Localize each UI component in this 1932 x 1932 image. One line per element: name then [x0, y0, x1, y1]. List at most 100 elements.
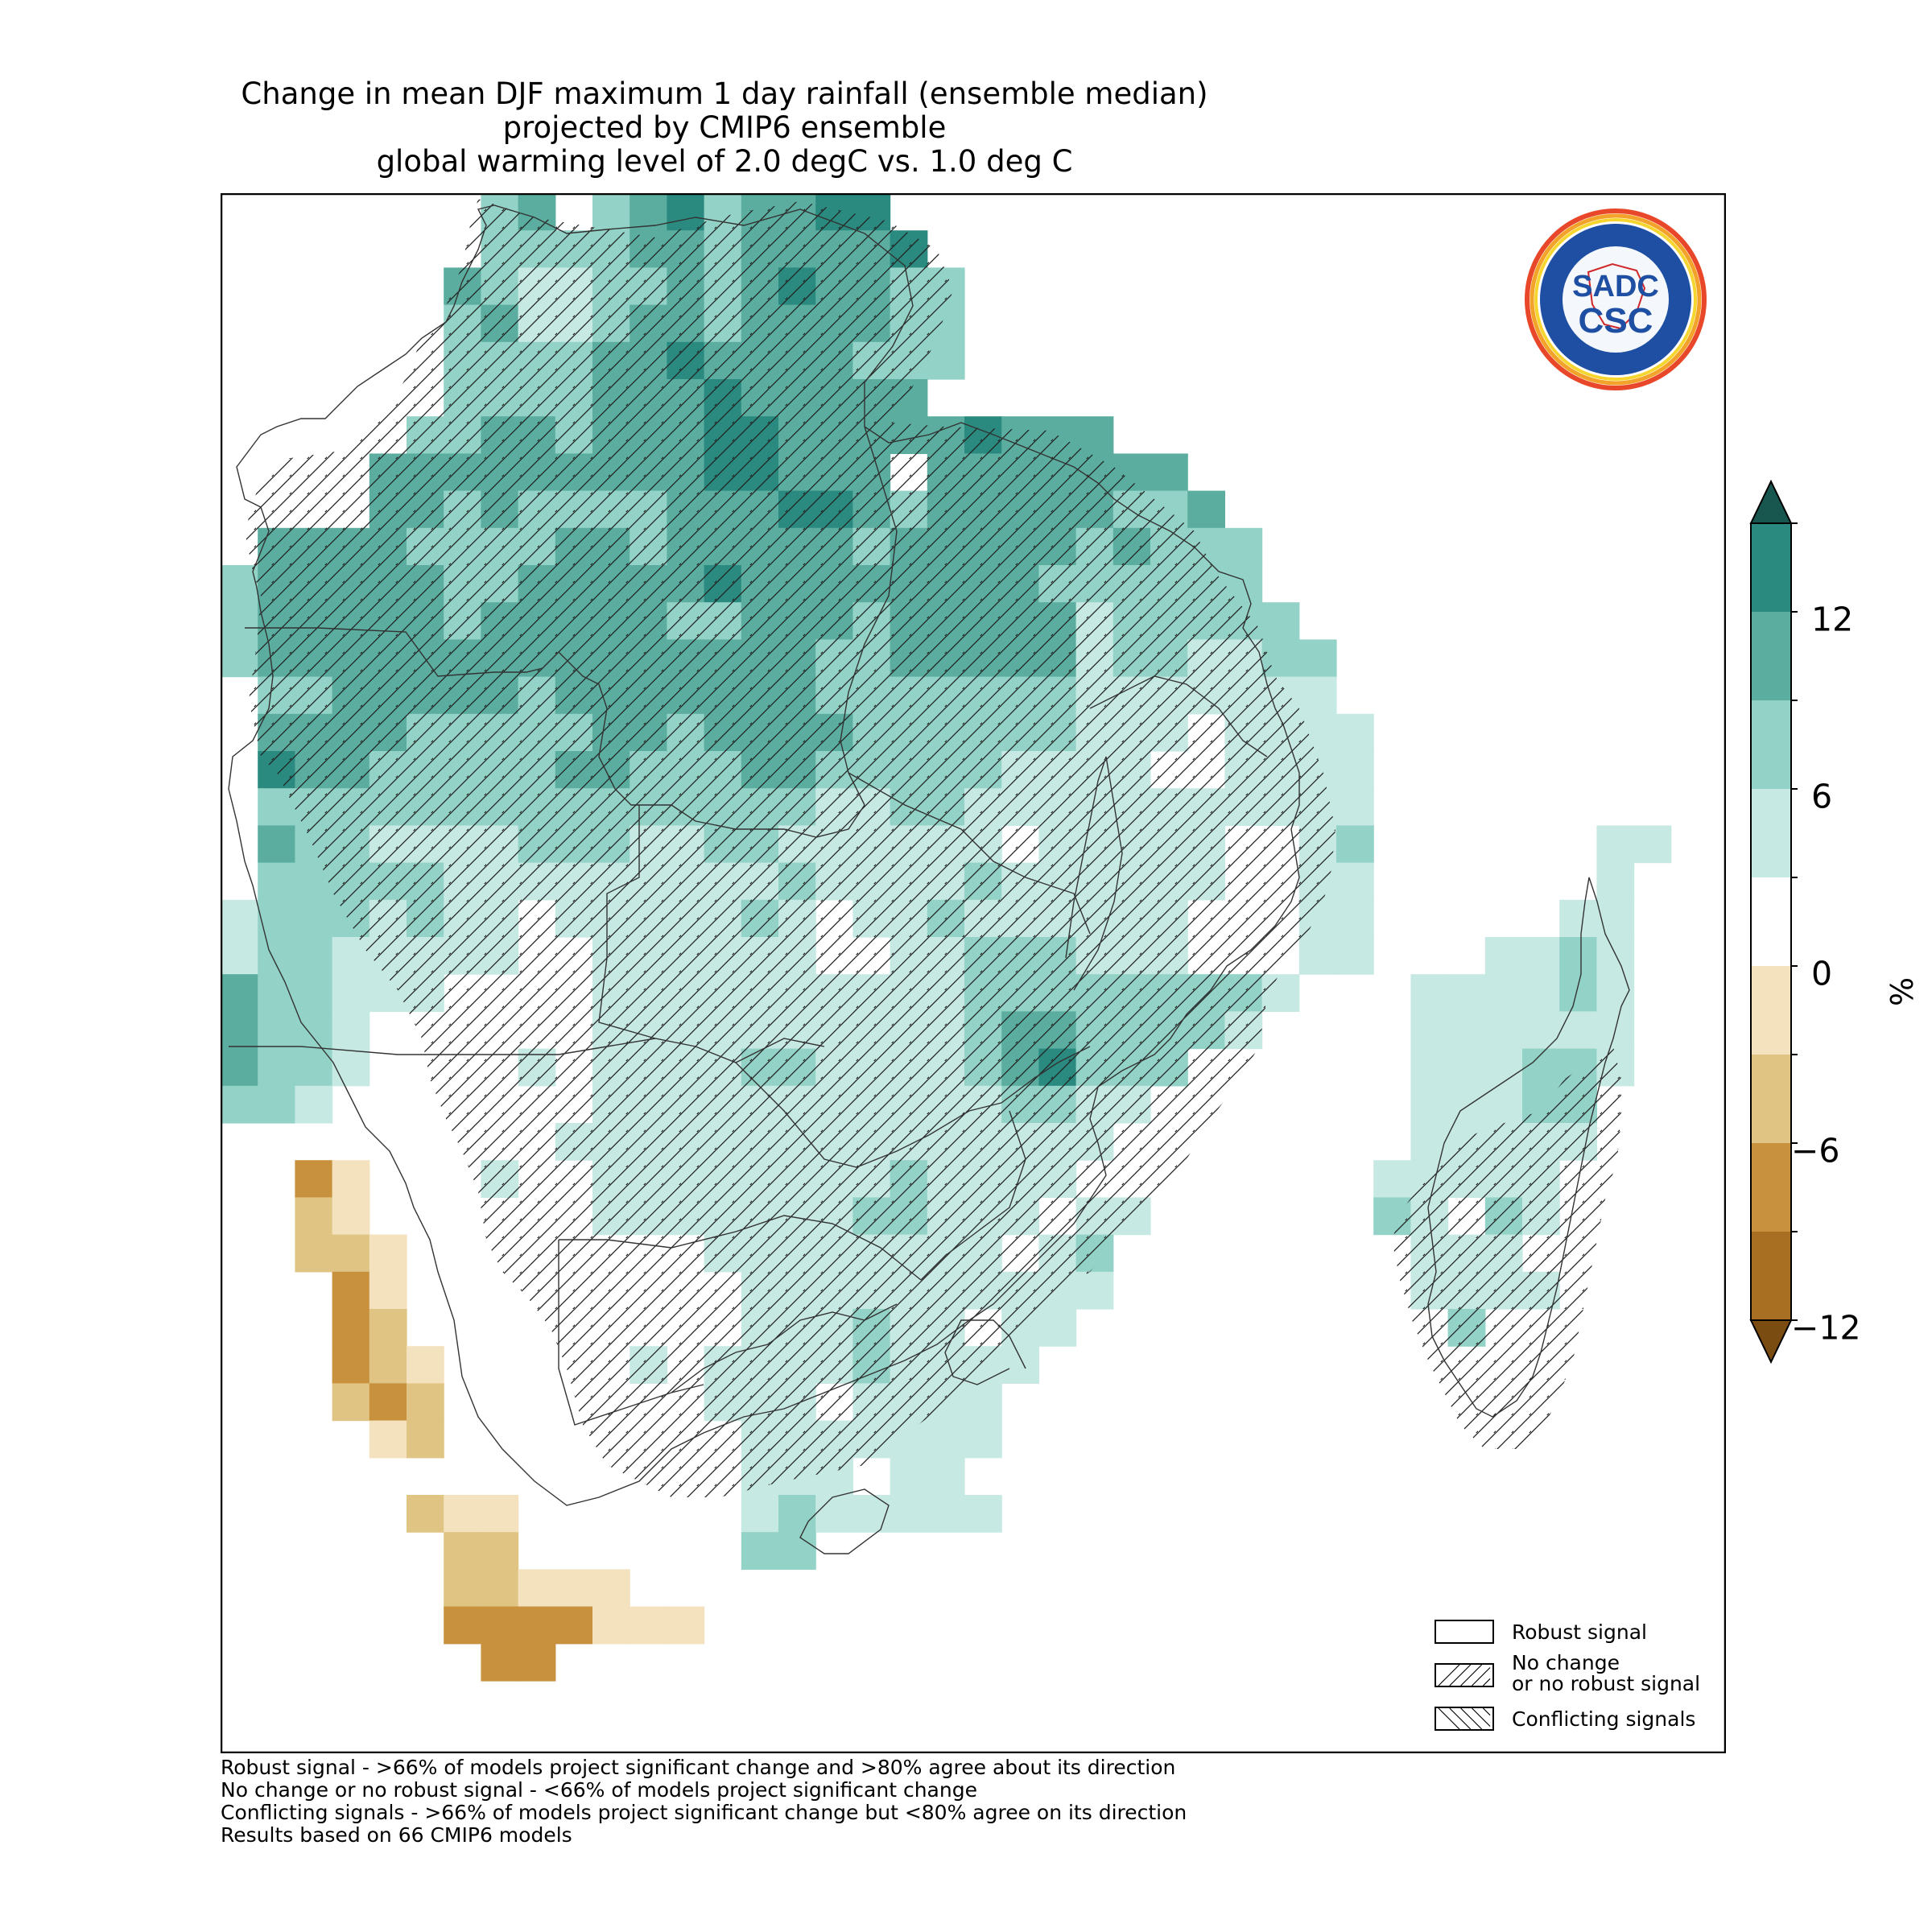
legend-robust-label: Robust signal: [1512, 1620, 1647, 1644]
grid-cell: [1596, 937, 1635, 975]
footnote-1: Robust signal - >66% of models project s…: [221, 1756, 1176, 1779]
colorbar-segment: [1751, 877, 1791, 966]
border-botswana: [559, 1215, 922, 1281]
grid-cell: [1522, 974, 1560, 1012]
grid-cell: [1298, 937, 1337, 975]
colorbar-segment: [1751, 1055, 1791, 1143]
grid-cell: [444, 1569, 481, 1608]
grid-cell: [332, 1048, 370, 1087]
grid-cell: [592, 1569, 630, 1608]
grid-cell: [295, 1085, 333, 1124]
grid-cell: [630, 1606, 667, 1645]
grid-cell: [332, 1011, 370, 1050]
grid-cell: [1633, 825, 1672, 864]
madagascar-coastline: [1427, 877, 1630, 1418]
grid-cell: [295, 1160, 333, 1198]
map-panel: [221, 193, 1726, 1753]
grid-cell: [555, 1606, 593, 1645]
grid-cell: [964, 1383, 1002, 1422]
sadc-csc-logo: SADC CSC: [1525, 208, 1707, 390]
grid-cell: [407, 1383, 444, 1422]
border-angola-drc: [245, 627, 865, 838]
grid-cell: [1484, 937, 1523, 975]
grid-cell: [815, 1495, 853, 1533]
grid-cell: [852, 1495, 891, 1533]
grid-cell: [927, 1495, 965, 1533]
border-angola-namibia: [229, 1038, 825, 1063]
colorbar-tick-minus-6: −6: [1791, 1131, 1840, 1170]
border-botswana-south-africa: [671, 1303, 898, 1393]
grid-cell: [1447, 1085, 1486, 1124]
grid-cell: [1484, 1048, 1523, 1087]
grid-cell: [1596, 974, 1635, 1012]
grid-cell: [1336, 937, 1374, 975]
grid-cell: [1410, 974, 1449, 1012]
grid-cell: [295, 937, 333, 975]
grid-cell: [221, 937, 258, 975]
colorbar-segment: [1751, 523, 1791, 612]
grid-cell: [555, 1569, 593, 1608]
footnote-4: Results based on 66 CMIP6 models: [221, 1823, 572, 1847]
border-zambia-tanzania: [848, 772, 1091, 935]
grid-cell: [778, 1495, 816, 1533]
footnote-2: No change or no robust signal - <66% of …: [221, 1778, 977, 1802]
grid-cell: [1410, 1123, 1449, 1161]
grid-cell: [481, 1495, 519, 1533]
grid-cell: [1484, 1011, 1523, 1050]
grid-cell: [221, 602, 258, 640]
grid-cell: [444, 1606, 481, 1645]
grid-cell: [778, 1532, 816, 1570]
legend-conflicting-label: Conflicting signals: [1512, 1707, 1696, 1731]
grid-cell: [221, 639, 258, 678]
grid-cell: [518, 1569, 556, 1608]
grid-cell: [1336, 751, 1374, 789]
grid-cell: [1075, 1271, 1114, 1310]
grid-cell: [518, 1606, 556, 1645]
grid-cell: [444, 1532, 481, 1570]
title-line-3: global warming level of 2.0 degC vs. 1.0…: [376, 144, 1073, 179]
grid-cell: [221, 1048, 258, 1087]
grid-cell: [221, 899, 258, 938]
grid-cell: [295, 1011, 333, 1050]
grid-cell: [332, 1234, 370, 1273]
logo-text-main: SADC: [1572, 270, 1659, 303]
colorbar-segment: [1751, 700, 1791, 789]
grid-cell: [295, 1234, 333, 1273]
border-lesotho: [799, 1488, 890, 1554]
grid-cell: [295, 974, 333, 1012]
grid-cell: [1447, 974, 1486, 1012]
grid-cell: [1336, 713, 1374, 752]
grid-cell: [1559, 899, 1597, 938]
grid-cell: [1447, 1048, 1486, 1087]
grid-cell: [1410, 1085, 1449, 1124]
grid-cell: [481, 1569, 519, 1608]
grid-cell: [407, 1346, 444, 1384]
border-zimbabwe-mozambique: [920, 1110, 1026, 1281]
grid-cell: [258, 862, 295, 901]
grid-cell: [890, 1457, 928, 1496]
legend-no-change-label-2: or no robust signal: [1512, 1672, 1701, 1695]
grid-cell: [741, 1532, 779, 1570]
grid-cell: [258, 1048, 295, 1087]
grid-cell: [332, 1197, 370, 1236]
border-angola-zambia: [598, 805, 656, 1039]
colorbar-extend-min: [1749, 1319, 1793, 1364]
border-mozambique-south-africa: [944, 1319, 1026, 1385]
grid-cell: [592, 193, 630, 231]
grid-cell: [1596, 862, 1635, 901]
grid-cell: [964, 1420, 1002, 1459]
grid-cell: [369, 1383, 407, 1422]
colorbar-segment: [1751, 789, 1791, 877]
grid-cell: [927, 1420, 965, 1459]
legend-conflicting-swatch: [1435, 1707, 1494, 1731]
border-lake-malawi: [1065, 756, 1123, 991]
colorbar-segment: [1751, 966, 1791, 1055]
grid-cell: [1261, 602, 1300, 640]
colorbar-segment: [1751, 1143, 1791, 1232]
legend-no-change-swatch: [1435, 1663, 1494, 1687]
grid-cell: [1559, 1011, 1597, 1050]
colorbar-segment: [1751, 1232, 1791, 1320]
grid-cell: [1559, 974, 1597, 1012]
grid-cell: [592, 1606, 630, 1645]
grid-cell: [890, 1495, 928, 1533]
